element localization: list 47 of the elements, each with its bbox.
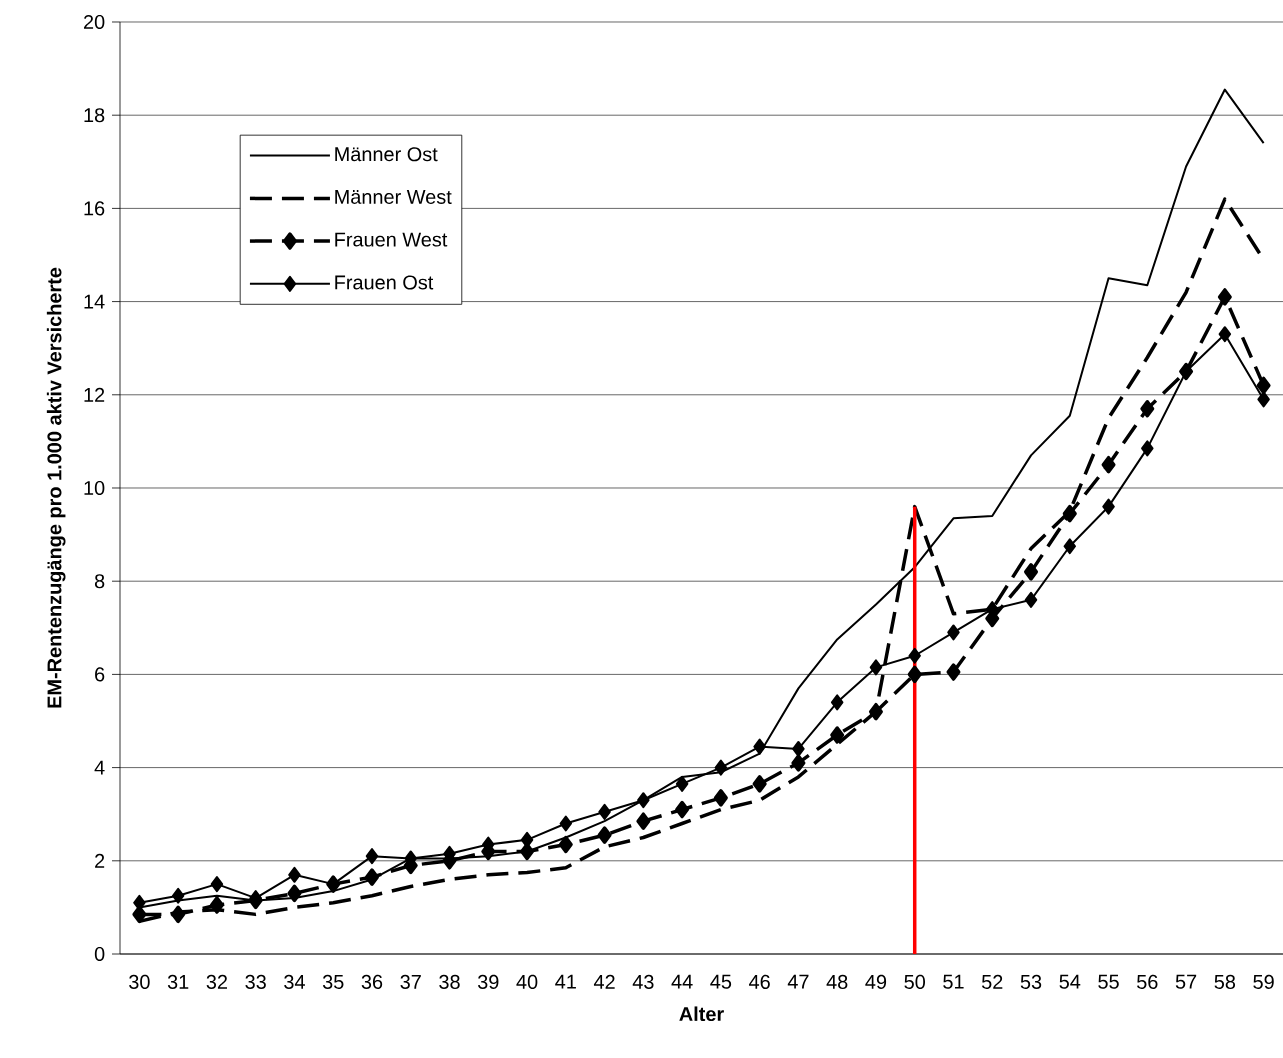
y-tick-label: 2 bbox=[95, 853, 105, 868]
y-tick-label: 8 bbox=[94, 574, 105, 589]
y-tick-label: 4 bbox=[94, 760, 105, 775]
x-tick-label: 50 bbox=[904, 974, 926, 989]
x-tick-label: 31 bbox=[167, 974, 189, 989]
x-tick-label: 32 bbox=[206, 974, 227, 989]
x-tick-label: 37 bbox=[400, 974, 421, 989]
y-tick-label: 12 bbox=[84, 387, 105, 402]
x-tick-label: 36 bbox=[361, 974, 383, 989]
y-tick-label: 18 bbox=[84, 108, 105, 123]
y-tick-label: 6 bbox=[95, 667, 105, 682]
x-tick-label: 52 bbox=[981, 974, 1003, 989]
legend-label: Frauen West bbox=[335, 232, 448, 247]
y-tick-label: 10 bbox=[84, 480, 105, 496]
x-tick-label: 58 bbox=[1214, 974, 1236, 989]
y-axis-title: EM-Rentenzugänge pro 1.000 aktiv Versicherte bbox=[46, 267, 66, 708]
legend-label: Frauen Ost bbox=[335, 275, 434, 290]
x-tick-label: 40 bbox=[516, 974, 538, 989]
y-tick-label: 14 bbox=[84, 294, 105, 309]
x-tick-label: 45 bbox=[710, 974, 732, 989]
legend-label: Männer Ost bbox=[335, 147, 438, 162]
x-tick-label: 56 bbox=[1137, 974, 1158, 989]
x-tick-label: 41 bbox=[555, 974, 576, 989]
x-tick-label: 43 bbox=[632, 974, 654, 989]
x-tick-label: 42 bbox=[593, 974, 615, 989]
x-tick-label: 35 bbox=[322, 974, 344, 989]
x-tick-label: 59 bbox=[1253, 974, 1274, 989]
x-tick-label: 57 bbox=[1175, 974, 1197, 989]
x-tick-label: 49 bbox=[865, 974, 887, 989]
legend-label: Männer West bbox=[335, 190, 452, 204]
x-tick-label: 54 bbox=[1059, 974, 1081, 989]
x-tick-label: 48 bbox=[826, 974, 848, 989]
x-tick-label: 51 bbox=[943, 974, 964, 989]
x-tick-label: 46 bbox=[749, 974, 770, 989]
x-tick-label: 33 bbox=[245, 974, 266, 989]
x-tick-label: 55 bbox=[1098, 974, 1119, 989]
x-tick-label: 39 bbox=[477, 974, 499, 989]
x-tick-label: 53 bbox=[1020, 974, 1042, 989]
x-axis-title: Alter bbox=[679, 1006, 724, 1022]
x-tick-label: 47 bbox=[787, 974, 809, 989]
x-tick-label: 44 bbox=[671, 974, 693, 989]
x-tick-label: 38 bbox=[439, 974, 460, 989]
x-tick-label: 30 bbox=[129, 974, 150, 989]
x-tick-label: 34 bbox=[284, 974, 305, 989]
y-tick-label: 16 bbox=[84, 201, 105, 216]
y-tick-label: 0 bbox=[94, 946, 105, 962]
y-tick-label: 20 bbox=[84, 14, 105, 30]
